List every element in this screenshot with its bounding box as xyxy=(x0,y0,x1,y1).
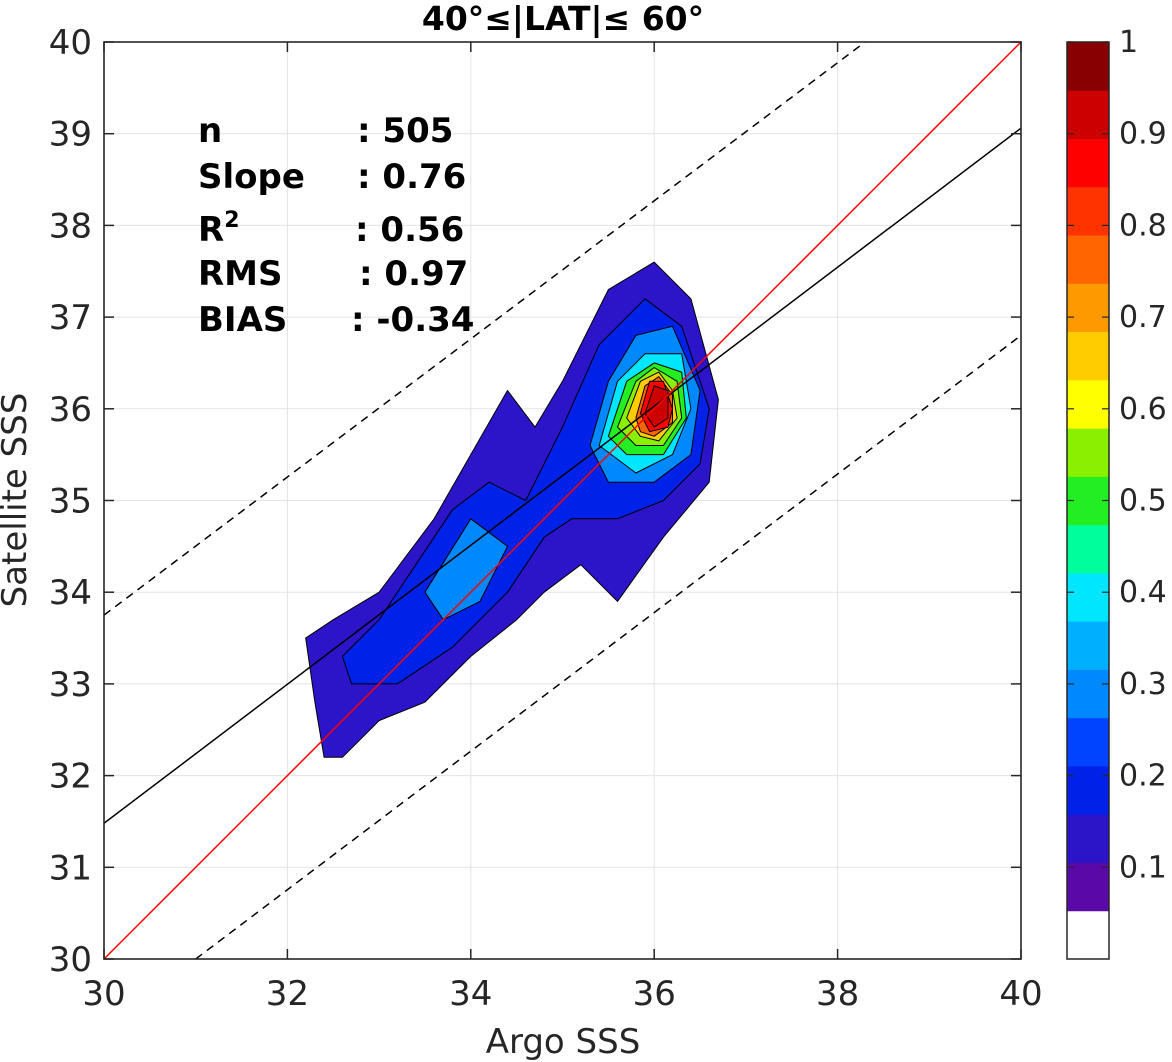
density-contours xyxy=(305,261,719,758)
colorbar: 0.1 0.2 0.3 0.4 0.5 0.6 0.7 0.8 0.9 1 xyxy=(1066,25,1167,960)
colorbar-band xyxy=(1067,814,1109,863)
colorbar-tick-label: 0.3 xyxy=(1119,667,1167,702)
y-tick-label: 36 xyxy=(49,390,92,430)
y-tick-label: 33 xyxy=(49,665,92,705)
y-tick-label: 35 xyxy=(49,482,92,522)
stat-value-bias: : -0.34 xyxy=(351,300,474,340)
stat-label-slope: Slope xyxy=(198,157,305,197)
colorbar-band xyxy=(1067,621,1109,670)
upper-bound-dashed-line xyxy=(103,41,866,616)
colorbar-tick-label: 0.5 xyxy=(1119,484,1167,519)
colorbar-tick-label: 0.7 xyxy=(1119,300,1167,335)
colorbar-tick-label: 0.9 xyxy=(1119,117,1167,152)
chart-title: 40°≤|LAT|≤ 60° xyxy=(422,0,704,38)
one-to-one-line xyxy=(103,41,1022,960)
stat-superscript: 2 xyxy=(224,208,239,233)
stat-value-n: : 505 xyxy=(357,111,453,151)
y-tick-label: 30 xyxy=(49,940,92,980)
stat-value-rms: : 0.97 xyxy=(359,254,468,294)
x-tick-label: 40 xyxy=(999,974,1042,1014)
colorbar-tick-label: 0.8 xyxy=(1119,208,1167,243)
colorbar-tick-label: 0.2 xyxy=(1119,759,1167,794)
x-tick-label: 30 xyxy=(82,974,125,1014)
regression-line xyxy=(103,127,1022,824)
x-axis-label: Argo SSS xyxy=(486,1022,641,1062)
colorbar-band xyxy=(1067,862,1109,912)
x-tick-label: 34 xyxy=(449,974,492,1014)
x-tick-label: 32 xyxy=(266,974,309,1014)
x-tick-label: 36 xyxy=(633,974,676,1014)
lower-bound-dashed-line xyxy=(195,334,1022,960)
y-tick-label: 32 xyxy=(49,757,92,797)
colorbar-band xyxy=(1067,90,1109,140)
colorbar-band xyxy=(1067,42,1109,91)
stat-label-n: n xyxy=(198,111,222,151)
y-axis-label: Satellite SSS xyxy=(0,393,35,608)
stat-value-r: : 0.56 xyxy=(355,210,464,250)
reference-lines xyxy=(103,41,1022,960)
y-tick-label: 31 xyxy=(49,848,92,888)
colorbar-band xyxy=(1067,331,1109,381)
stat-label-bias: BIAS xyxy=(198,300,287,340)
stat-label-r: R2 xyxy=(198,208,240,250)
colorbar-band xyxy=(1067,572,1109,622)
colorbar-band xyxy=(1067,379,1109,429)
colorbar-band xyxy=(1067,910,1109,960)
colorbar-tick-label: 0.4 xyxy=(1119,575,1167,610)
colorbar-band xyxy=(1067,138,1109,188)
stat-value-slope: : 0.76 xyxy=(357,157,466,197)
colorbar-band xyxy=(1067,235,1109,284)
colorbar-tick-label: 0.1 xyxy=(1119,850,1167,885)
colorbar-band xyxy=(1067,765,1109,815)
y-tick-label: 38 xyxy=(49,206,92,246)
y-tick-label: 40 xyxy=(49,23,92,63)
colorbar-tick-label: 0.6 xyxy=(1119,392,1167,427)
colorbar-band xyxy=(1067,428,1109,477)
statistics-box: n : 505 Slope : 0.76 R2 : 0.56 RMS : 0.97 BIAS : … xyxy=(198,111,474,340)
colorbar-band xyxy=(1067,283,1109,333)
y-tick-label: 37 xyxy=(49,298,92,338)
axis-ticks: 30 32 34 36 38 40 30 31 32 33 34 35 36 37 38 39 40 xyxy=(49,23,1043,1014)
y-tick-label: 39 xyxy=(49,115,92,155)
contour-level-0.3 xyxy=(424,518,508,621)
x-tick-label: 38 xyxy=(816,974,859,1014)
stat-label-rms: RMS xyxy=(198,254,283,294)
colorbar-band xyxy=(1067,717,1109,767)
y-tick-label: 34 xyxy=(49,573,92,613)
colorbar-band xyxy=(1067,669,1109,719)
colorbar-band xyxy=(1067,186,1109,236)
colorbar-band xyxy=(1067,524,1109,574)
colorbar-tick-label: 1 xyxy=(1119,25,1138,60)
